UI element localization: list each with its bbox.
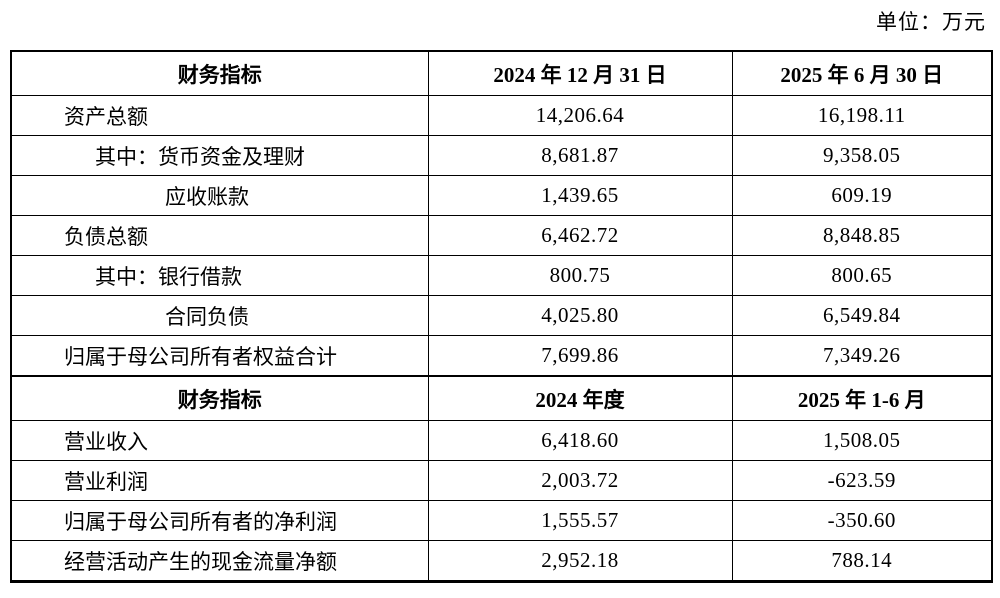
row-label: 归属于母公司所有者权益合计 [10, 335, 429, 377]
row-label: 其中：银行借款 [10, 255, 429, 296]
row-value: 8,681.87 [427, 135, 733, 176]
table-header-row-income-statement: 财务指标 2024 年度 2025 年 1-6 月 [10, 375, 993, 421]
row-value: 609.19 [731, 175, 993, 216]
row-label: 营业收入 [10, 420, 429, 461]
row-value: 8,848.85 [731, 215, 993, 256]
row-value: 2,003.72 [427, 460, 733, 501]
row-value: -350.60 [731, 500, 993, 541]
row-value: 6,549.84 [731, 295, 993, 336]
row-value: 7,699.86 [427, 335, 733, 377]
table-header-row-balance-sheet: 财务指标 2024 年 12 月 31 日 2025 年 6 月 30 日 [10, 50, 993, 96]
table-row-contract-liabilities: 合同负债 4,025.80 6,549.84 [10, 295, 993, 336]
column-header-indicator: 财务指标 [10, 375, 429, 421]
table-row-accounts-receivable: 应收账款 1,439.65 609.19 [10, 175, 993, 216]
row-value: 800.75 [427, 255, 733, 296]
row-value: 7,349.26 [731, 335, 993, 377]
row-value: 6,462.72 [427, 215, 733, 256]
table-row-parent-equity: 归属于母公司所有者权益合计 7,699.86 7,349.26 [10, 335, 993, 377]
row-value: -623.59 [731, 460, 993, 501]
table-row-bank-loans: 其中：银行借款 800.75 800.65 [10, 255, 993, 296]
table-row-operating-cash-flow: 经营活动产生的现金流量净额 2,952.18 788.14 [10, 540, 993, 582]
table-row-operating-profit: 营业利润 2,003.72 -623.59 [10, 460, 993, 501]
row-value: 2,952.18 [427, 540, 733, 582]
column-header-date-2025: 2025 年 6 月 30 日 [731, 50, 993, 96]
column-header-date-2024: 2024 年 12 月 31 日 [427, 50, 733, 96]
table-row-total-assets: 资产总额 14,206.64 16,198.11 [10, 95, 993, 136]
row-value: 1,508.05 [731, 420, 993, 461]
row-label: 归属于母公司所有者的净利润 [10, 500, 429, 541]
row-value: 1,555.57 [427, 500, 733, 541]
row-label: 资产总额 [10, 95, 429, 136]
financial-indicators-table: 财务指标 2024 年 12 月 31 日 2025 年 6 月 30 日 资产… [10, 50, 993, 583]
row-value: 788.14 [731, 540, 993, 582]
column-header-period-2024: 2024 年度 [427, 375, 733, 421]
row-value: 14,206.64 [427, 95, 733, 136]
table-row-net-profit-parent: 归属于母公司所有者的净利润 1,555.57 -350.60 [10, 500, 993, 541]
row-value: 6,418.60 [427, 420, 733, 461]
column-header-period-2025: 2025 年 1-6 月 [731, 375, 993, 421]
row-value: 800.65 [731, 255, 993, 296]
row-label: 合同负债 [10, 295, 429, 336]
row-value: 16,198.11 [731, 95, 993, 136]
table-row-operating-revenue: 营业收入 6,418.60 1,508.05 [10, 420, 993, 461]
row-label: 负债总额 [10, 215, 429, 256]
unit-label: 单位：万元 [876, 10, 986, 34]
row-value: 9,358.05 [731, 135, 993, 176]
row-label: 其中：货币资金及理财 [10, 135, 429, 176]
table-row-monetary-funds: 其中：货币资金及理财 8,681.87 9,358.05 [10, 135, 993, 176]
row-label: 应收账款 [10, 175, 429, 216]
column-header-indicator: 财务指标 [10, 50, 429, 96]
row-value: 1,439.65 [427, 175, 733, 216]
table-row-total-liabilities: 负债总额 6,462.72 8,848.85 [10, 215, 993, 256]
row-label: 经营活动产生的现金流量净额 [10, 540, 429, 582]
row-label: 营业利润 [10, 460, 429, 501]
row-value: 4,025.80 [427, 295, 733, 336]
